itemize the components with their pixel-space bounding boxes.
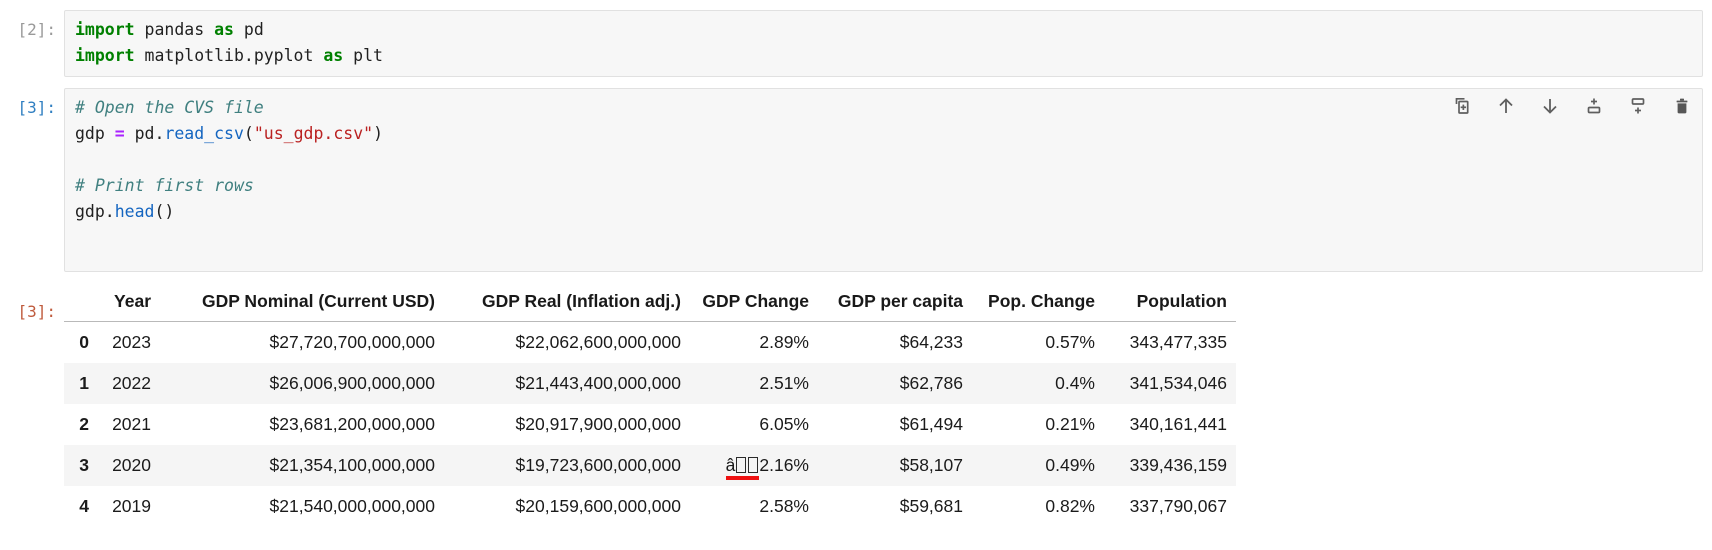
code-line: import matplotlib.pyplot as plt [75, 46, 383, 65]
execution-count-out-3: [3]: [17, 302, 56, 321]
column-header: Year [98, 285, 160, 322]
table-row: 3 2020 $21,354,100,000,000 $19,723,600,000,… [64, 445, 1236, 486]
index-column-header [64, 285, 98, 322]
code-area-cell-3: # Open the CVS file gdp = pd.read_csv("us… [75, 95, 1692, 225]
insert-cell-above-button[interactable] [1584, 96, 1604, 116]
table-cell: 0.4% [1055, 373, 1095, 393]
code-cell-3: [3]: # Open the CVS file gdp = pd.read_cs… [8, 88, 1703, 272]
table-cell: 0.21% [1045, 414, 1095, 434]
code-line: import pandas as pd [75, 20, 264, 39]
code-line: gdp.head() [75, 202, 175, 221]
insert-cell-below-icon [1628, 96, 1648, 116]
code-line: gdp = pd.read_csv("us_gdp.csv") [75, 124, 384, 143]
code-line: # Print first rows [75, 176, 254, 195]
cell-toolbar [1452, 96, 1692, 116]
row-index: 1 [79, 373, 89, 393]
table-row: 1 2022 $26,006,900,000,000 $21,443,400,000,… [64, 363, 1236, 404]
code-line [75, 147, 1692, 173]
table-cell: $26,006,900,000,000 [269, 373, 435, 393]
notebook: [2]: import pandas as pd import matplotli… [8, 10, 1703, 527]
table-cell: $64,233 [899, 332, 963, 352]
column-header: Pop. Change [972, 285, 1104, 322]
table-cell: $58,107 [899, 455, 963, 475]
column-header: GDP Nominal (Current USD) [160, 285, 444, 322]
table-cell: $22,062,600,000,000 [515, 332, 681, 352]
encoding-error-underline: â [725, 455, 760, 480]
table-cell: 339,436,159 [1129, 455, 1227, 475]
column-header: GDP Real (Inflation adj.) [444, 285, 690, 322]
code-editor-cell-3[interactable]: # Open the CVS file gdp = pd.read_csv("us… [64, 88, 1703, 272]
table-cell: $23,681,200,000,000 [269, 414, 435, 434]
table-cell: 2.89% [759, 332, 809, 352]
code-line: # Open the CVS file [75, 98, 264, 117]
table-cell: 340,161,441 [1129, 414, 1227, 434]
table-cell: $62,786 [899, 373, 963, 393]
table-header-row: Year GDP Nominal (Current USD) GDP Real (I… [64, 285, 1236, 322]
insert-cell-below-button[interactable] [1628, 96, 1648, 116]
table-cell: 341,534,046 [1129, 373, 1227, 393]
missing-glyph-box [736, 457, 747, 473]
table-row: 2 2021 $23,681,200,000,000 $20,917,900,000,… [64, 404, 1236, 445]
table-row: 0 2023 $27,720,700,000,000 $22,062,600,000,… [64, 322, 1236, 364]
move-cell-down-icon [1540, 96, 1560, 116]
table-cell: 2.51% [759, 373, 809, 393]
table-cell: 0.57% [1045, 332, 1095, 352]
table-row: 4 2019 $21,540,000,000,000 $20,159,600,000,… [64, 486, 1236, 527]
delete-cell-button[interactable] [1672, 96, 1692, 116]
code-area-cell-2: import pandas as pd import matplotlib.pyp… [75, 17, 1692, 69]
row-index: 3 [79, 455, 89, 475]
table-cell: $20,917,900,000,000 [515, 414, 681, 434]
table-cell: 2021 [112, 414, 151, 434]
table-cell: 2020 [112, 455, 151, 475]
move-cell-up-button[interactable] [1496, 96, 1516, 116]
table-cell: $61,494 [899, 414, 963, 434]
table-cell: 343,477,335 [1129, 332, 1227, 352]
table-cell: 0.49% [1045, 455, 1095, 475]
table-cell: $21,443,400,000,000 [515, 373, 681, 393]
missing-glyph-box [748, 457, 759, 473]
duplicate-cell-button[interactable] [1452, 96, 1472, 116]
mojibake-cell: â 2.16% [690, 445, 818, 486]
column-header: Population [1104, 285, 1236, 322]
row-index: 0 [79, 332, 89, 352]
row-index: 4 [79, 496, 89, 516]
move-cell-up-icon [1496, 96, 1516, 116]
move-cell-down-button[interactable] [1540, 96, 1560, 116]
table-cell: $21,540,000,000,000 [269, 496, 435, 516]
insert-cell-above-icon [1584, 96, 1604, 116]
code-cell-2: [2]: import pandas as pd import matplotli… [8, 10, 1703, 77]
table-cell: $59,681 [899, 496, 963, 516]
table-cell: 337,790,067 [1129, 496, 1227, 516]
table-cell: $20,159,600,000,000 [515, 496, 681, 516]
table-cell: 2022 [112, 373, 151, 393]
table-cell: 6.05% [759, 414, 809, 434]
duplicate-cell-icon [1452, 96, 1472, 116]
delete-cell-icon [1672, 96, 1692, 116]
execution-count-in-2: [2]: [17, 20, 56, 39]
column-header: GDP Change [690, 285, 818, 322]
table-cell: 2023 [112, 332, 151, 352]
output-content: Year GDP Nominal (Current USD) GDP Real (I… [64, 285, 1236, 527]
dataframe-table: Year GDP Nominal (Current USD) GDP Real (I… [64, 285, 1236, 527]
table-cell: 2.58% [759, 496, 809, 516]
code-editor-cell-2[interactable]: import pandas as pd import matplotlib.pyp… [64, 10, 1703, 77]
row-index: 2 [79, 414, 89, 434]
column-header: GDP per capita [818, 285, 972, 322]
output-area-cell-3: [3]: Year GDP Nominal (Current USD) GDP Re… [8, 285, 1703, 527]
execution-count-in-3: [3]: [17, 98, 56, 117]
table-cell: $21,354,100,000,000 [269, 455, 435, 475]
table-cell: 0.82% [1045, 496, 1095, 516]
table-cell: $19,723,600,000,000 [515, 455, 681, 475]
table-cell: $27,720,700,000,000 [269, 332, 435, 352]
table-cell: 2019 [112, 496, 151, 516]
